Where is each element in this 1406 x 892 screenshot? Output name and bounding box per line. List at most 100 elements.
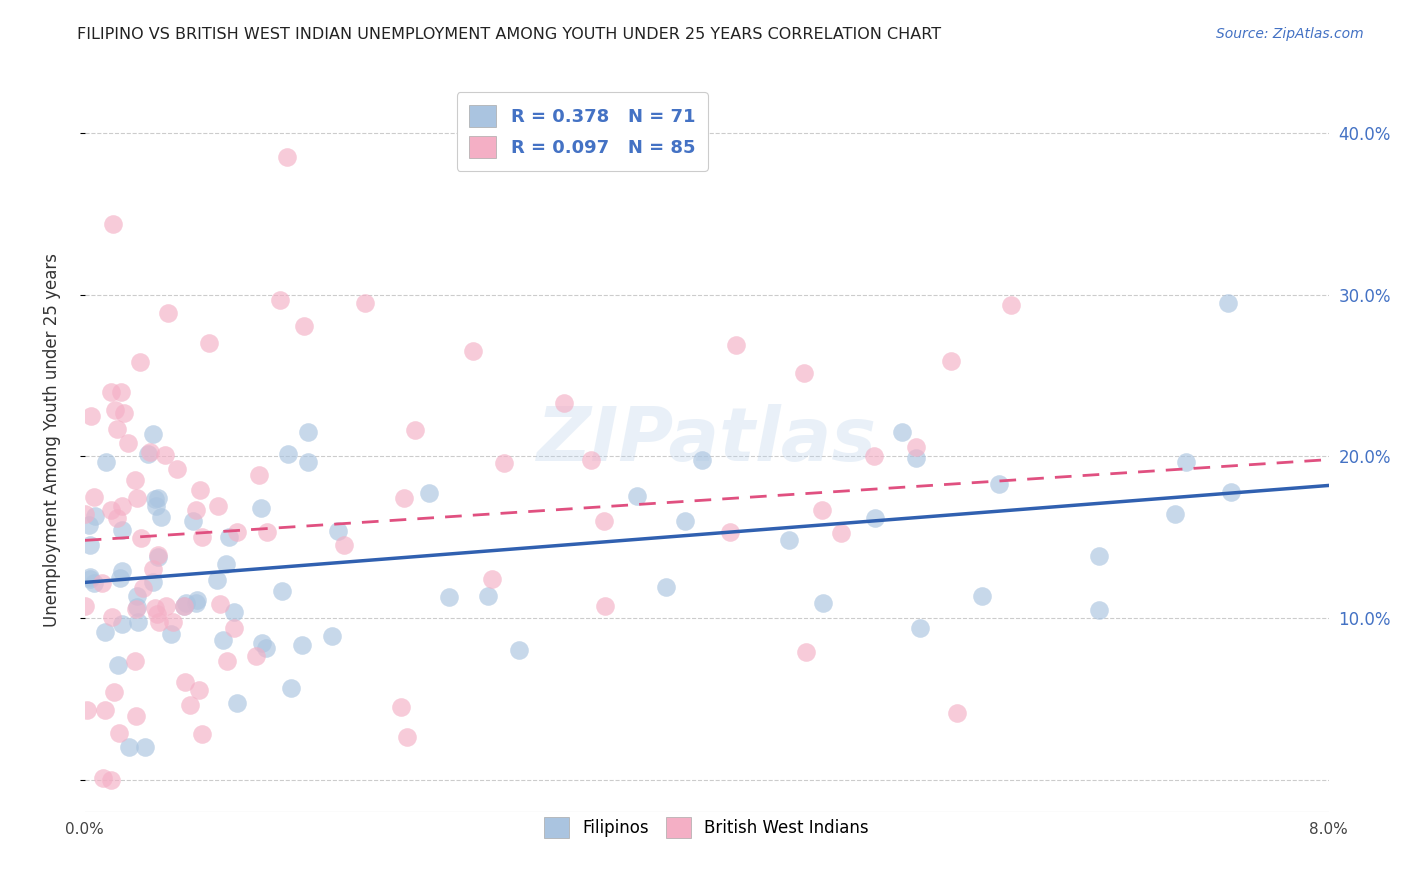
Point — [132, 581, 155, 595]
Point — [904, 440, 927, 454]
Point — [333, 538, 356, 552]
Point — [690, 453, 713, 467]
Point — [176, 597, 198, 611]
Point — [396, 730, 419, 744]
Point — [138, 444, 160, 458]
Point — [492, 456, 515, 470]
Point — [129, 531, 152, 545]
Point — [225, 697, 247, 711]
Point — [276, 447, 298, 461]
Point — [222, 621, 245, 635]
Point — [142, 575, 165, 590]
Point — [184, 596, 207, 610]
Point — [254, 641, 277, 656]
Point — [297, 425, 319, 440]
Text: FILIPINO VS BRITISH WEST INDIAN UNEMPLOYMENT AMONG YOUTH UNDER 25 YEARS CORRELAT: FILIPINO VS BRITISH WEST INDIAN UNEMPLOY… — [77, 27, 942, 42]
Point — [146, 607, 169, 621]
Point — [987, 476, 1010, 491]
Point — [654, 580, 676, 594]
Point — [972, 589, 994, 603]
Point — [111, 523, 134, 537]
Point — [1220, 484, 1243, 499]
Point — [292, 319, 315, 334]
Point — [146, 548, 169, 562]
Point — [389, 699, 412, 714]
Point — [224, 605, 246, 619]
Point — [1218, 296, 1240, 310]
Point — [215, 557, 238, 571]
Point — [205, 573, 228, 587]
Point — [276, 150, 298, 164]
Point — [256, 524, 278, 539]
Point — [212, 633, 235, 648]
Point — [150, 510, 173, 524]
Point — [127, 615, 149, 630]
Point — [142, 426, 165, 441]
Point — [110, 385, 132, 400]
Point — [76, 703, 98, 717]
Point — [142, 561, 165, 575]
Point — [118, 740, 141, 755]
Point — [190, 727, 212, 741]
Point — [79, 518, 101, 533]
Point — [811, 596, 834, 610]
Point — [321, 629, 343, 643]
Point — [83, 509, 105, 524]
Point — [297, 455, 319, 469]
Point — [245, 648, 267, 663]
Point — [392, 491, 415, 505]
Point — [463, 344, 485, 359]
Point — [124, 709, 146, 723]
Point — [198, 336, 221, 351]
Point — [280, 681, 302, 696]
Point — [73, 507, 96, 521]
Point — [793, 366, 815, 380]
Point — [207, 499, 229, 513]
Point — [186, 592, 208, 607]
Point — [143, 601, 166, 615]
Point — [134, 740, 156, 755]
Point — [249, 501, 271, 516]
Point — [794, 645, 817, 659]
Point — [946, 706, 969, 720]
Point — [94, 455, 117, 469]
Point — [811, 503, 834, 517]
Point — [477, 589, 499, 603]
Point — [1174, 455, 1197, 469]
Point — [179, 698, 201, 713]
Point — [724, 338, 747, 352]
Point — [100, 385, 122, 400]
Point — [79, 572, 101, 586]
Point — [225, 525, 247, 540]
Point — [593, 599, 616, 613]
Point — [830, 525, 852, 540]
Point — [862, 450, 884, 464]
Point — [91, 575, 114, 590]
Point — [1000, 298, 1022, 312]
Point — [125, 589, 148, 603]
Point — [143, 491, 166, 506]
Point — [481, 572, 503, 586]
Point — [79, 570, 101, 584]
Point — [101, 217, 124, 231]
Point — [127, 491, 149, 505]
Point — [891, 425, 914, 439]
Point — [91, 771, 114, 785]
Point — [73, 599, 96, 614]
Point — [111, 565, 134, 579]
Point — [190, 530, 212, 544]
Point — [675, 514, 697, 528]
Point — [80, 409, 103, 424]
Point — [252, 635, 274, 649]
Point — [437, 590, 460, 604]
Point — [155, 599, 177, 613]
Point — [186, 502, 208, 516]
Point — [1088, 549, 1111, 564]
Y-axis label: Unemployment Among Youth under 25 years: Unemployment Among Youth under 25 years — [44, 253, 60, 627]
Point — [166, 462, 188, 476]
Point — [404, 423, 426, 437]
Point — [105, 511, 128, 525]
Point — [83, 490, 105, 504]
Point — [778, 533, 800, 547]
Point — [146, 491, 169, 505]
